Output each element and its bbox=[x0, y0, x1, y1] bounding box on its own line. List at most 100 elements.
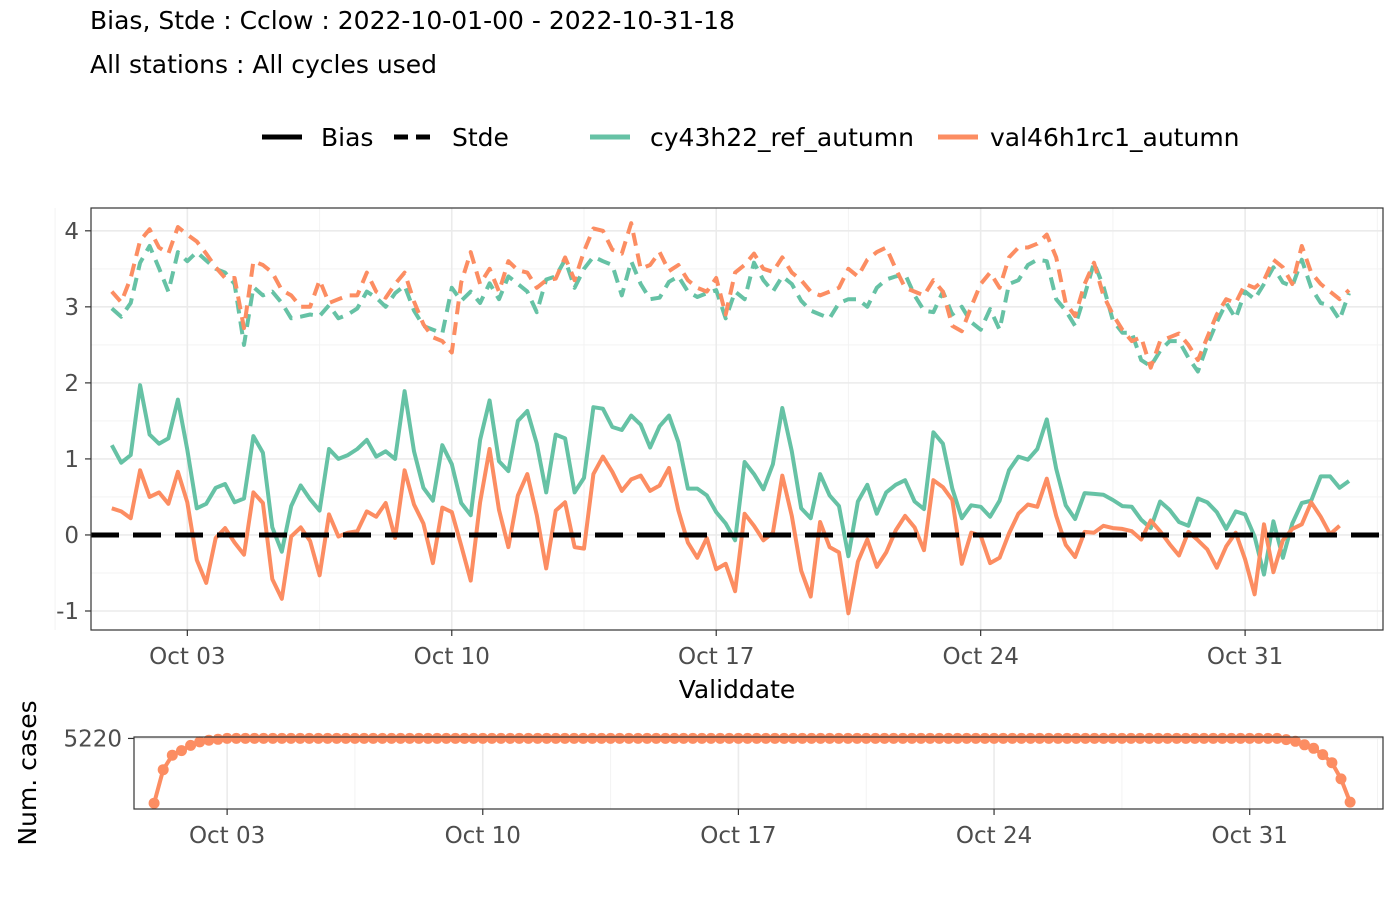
cases-x-tick-label: Oct 10 bbox=[445, 823, 521, 849]
cases-point bbox=[888, 732, 900, 744]
cases-point bbox=[1225, 732, 1237, 744]
cases-point bbox=[860, 732, 872, 744]
cases-point bbox=[605, 732, 617, 744]
cases-point bbox=[413, 732, 425, 744]
series-line-cy43h22_ref_autumn-bias bbox=[110, 383, 1351, 577]
cases-y-axis-title: Num. cases bbox=[13, 700, 42, 845]
cases-point bbox=[1006, 732, 1018, 744]
cases-point bbox=[230, 732, 242, 744]
legend-label-cy43h22: cy43h22_ref_autumn bbox=[650, 123, 914, 152]
cases-point bbox=[1308, 742, 1320, 754]
main-plot-panel bbox=[54, 208, 1383, 630]
cases-point bbox=[623, 732, 635, 744]
cases-point bbox=[468, 732, 480, 744]
cases-point bbox=[1043, 732, 1055, 744]
cases-point bbox=[641, 732, 653, 744]
cases-point bbox=[386, 732, 397, 744]
cases-point bbox=[221, 732, 233, 744]
legend-label-stde: Stde bbox=[452, 123, 509, 152]
legend-label-bias: Bias bbox=[321, 123, 373, 152]
cases-y-tick-label: 5220 bbox=[63, 726, 122, 752]
cases-point bbox=[559, 732, 571, 744]
cases-point bbox=[331, 732, 343, 744]
cases-point bbox=[988, 732, 1000, 744]
cases-line-val46h1rc1_autumn bbox=[152, 736, 1352, 804]
cases-point bbox=[504, 732, 516, 744]
cases-point bbox=[440, 732, 452, 744]
cases-point bbox=[760, 732, 772, 744]
cases-point bbox=[650, 732, 662, 744]
cases-point bbox=[1253, 732, 1265, 744]
cases-point bbox=[404, 732, 416, 744]
cases-point bbox=[157, 764, 169, 776]
cases-point bbox=[1134, 732, 1146, 744]
cases-point bbox=[395, 732, 407, 744]
cases-point bbox=[851, 732, 863, 744]
cases-point bbox=[869, 732, 881, 744]
cases-point bbox=[1189, 732, 1201, 744]
cases-point bbox=[1052, 732, 1064, 744]
legend: Bias Stde cy43h22_ref_autumn val46h1rc1_… bbox=[262, 123, 1240, 152]
cases-point bbox=[1326, 757, 1338, 769]
cases-plot-panel bbox=[134, 732, 1383, 809]
cases-point bbox=[1089, 732, 1100, 744]
cases-point bbox=[1262, 732, 1274, 744]
cases-point bbox=[1299, 739, 1310, 751]
cases-point bbox=[1289, 735, 1301, 747]
cases-point bbox=[824, 732, 836, 744]
main-axes: -1 0 1 2 3 4 Oct 03 Oct 10 Oct 17 Oct 24 Oct 31 bbox=[56, 219, 1283, 670]
cases-point bbox=[303, 732, 315, 744]
cases-point bbox=[1162, 732, 1173, 744]
cases-point bbox=[915, 732, 927, 744]
cases-point bbox=[422, 732, 434, 744]
cases-point bbox=[933, 732, 945, 744]
cases-point bbox=[267, 732, 279, 744]
cases-point bbox=[194, 736, 206, 748]
cases-point bbox=[459, 732, 470, 744]
cases-point bbox=[1125, 732, 1137, 744]
cases-point bbox=[659, 732, 671, 744]
cases-point bbox=[979, 732, 991, 744]
cases-x-tick-label: Oct 24 bbox=[956, 823, 1032, 849]
main-panel-border bbox=[90, 207, 1384, 631]
cases-point bbox=[376, 732, 388, 744]
cases-point bbox=[1079, 732, 1091, 744]
cases-point bbox=[806, 732, 817, 744]
cases-point bbox=[522, 732, 534, 744]
cases-point bbox=[568, 732, 580, 744]
y-tick-label: 0 bbox=[64, 523, 79, 549]
cases-point bbox=[842, 732, 854, 744]
cases-point bbox=[669, 732, 680, 744]
cases-point bbox=[833, 732, 845, 744]
cases-point bbox=[495, 732, 507, 744]
cases-point bbox=[942, 732, 954, 744]
cases-point bbox=[258, 732, 270, 744]
cases-point bbox=[714, 732, 726, 744]
cases-point bbox=[586, 732, 598, 744]
cases-point bbox=[148, 797, 160, 809]
cases-point bbox=[696, 732, 708, 744]
cases-point bbox=[486, 732, 498, 744]
cases-point bbox=[513, 732, 525, 744]
cases-point bbox=[276, 732, 288, 744]
cases-x-tick-label: Oct 03 bbox=[189, 823, 265, 849]
cases-point bbox=[1116, 732, 1128, 744]
cases-point bbox=[312, 732, 324, 744]
x-tick-label: Oct 03 bbox=[149, 644, 225, 670]
cases-point bbox=[1070, 732, 1082, 744]
cases-panel-border bbox=[133, 736, 1384, 810]
cases-point bbox=[687, 732, 699, 744]
cases-point bbox=[906, 732, 918, 744]
cases-point bbox=[1152, 732, 1164, 744]
cases-point bbox=[1244, 732, 1256, 744]
cases-point bbox=[1098, 732, 1110, 744]
cases-point bbox=[1143, 732, 1155, 744]
cases-point bbox=[970, 732, 982, 744]
cases-point bbox=[897, 732, 909, 744]
cases-point bbox=[614, 732, 626, 744]
cases-point bbox=[705, 732, 717, 744]
cases-point bbox=[185, 739, 197, 751]
cases-point bbox=[769, 732, 781, 744]
cases-point bbox=[952, 732, 963, 744]
cases-point bbox=[778, 732, 790, 744]
